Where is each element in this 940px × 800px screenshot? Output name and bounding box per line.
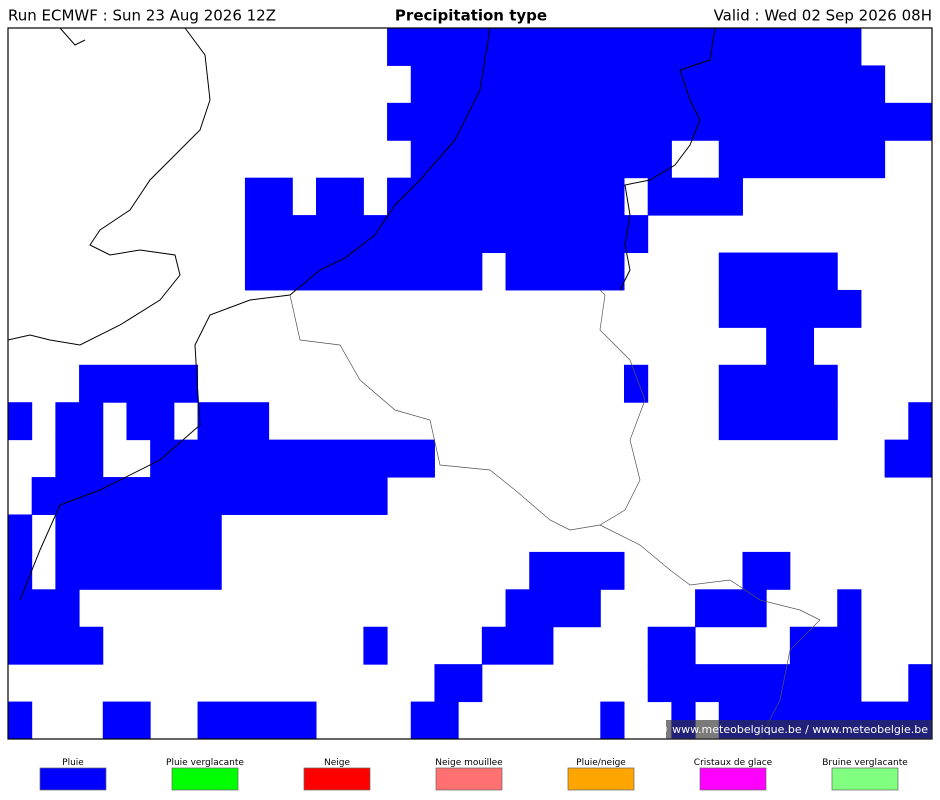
precip-cells <box>8 28 933 740</box>
precip-cell <box>244 177 293 216</box>
legend-swatch <box>303 767 371 791</box>
coastlines <box>7 27 821 740</box>
precip-cell <box>481 626 554 665</box>
legend-label: Pluie verglacante <box>166 758 244 768</box>
title: Precipitation type <box>395 7 547 25</box>
precip-cell <box>79 364 199 403</box>
valid-label: Valid : Wed 02 Sep 2026 08H <box>714 7 932 25</box>
legend-label: Neige mouillee <box>435 758 503 768</box>
legend-label: Pluie/neige <box>576 758 626 768</box>
precip-cell <box>600 701 625 740</box>
precip-cell <box>718 402 838 441</box>
precip-cell <box>410 65 886 104</box>
precip-cell <box>55 551 222 590</box>
precip-cell <box>316 177 364 216</box>
precip-cell <box>837 589 862 628</box>
legend-label: Pluie <box>62 758 84 768</box>
legend-label: Neige <box>324 758 350 768</box>
precip-cell <box>434 664 483 703</box>
precip-cell <box>647 626 696 665</box>
precip-cell <box>31 477 388 515</box>
legend-swatch <box>567 767 635 791</box>
precip-cell <box>244 252 483 291</box>
precip-cell <box>410 140 672 179</box>
watermark-bg <box>666 720 932 739</box>
watermark: © www.meteobelgique.be / www.meteobelgie… <box>658 723 929 736</box>
precip-cell <box>387 102 933 141</box>
legend-label: Bruine verglacante <box>822 758 908 768</box>
precip-cell <box>55 514 222 553</box>
precip-cell <box>718 289 862 328</box>
precip-cell <box>8 626 104 665</box>
map-frame <box>7 27 933 740</box>
precip-cell <box>197 402 270 441</box>
coast-continent <box>19 27 491 601</box>
precip-cell <box>647 664 862 703</box>
legend-swatch <box>435 767 503 791</box>
precip-cell <box>410 701 459 740</box>
precip-cell <box>884 439 933 478</box>
precip-cell <box>8 589 80 628</box>
precip-cell <box>647 177 743 216</box>
precip-cell <box>718 140 886 179</box>
precip-cell <box>387 177 625 216</box>
precip-cell <box>8 402 33 441</box>
precip-cell <box>766 327 815 366</box>
precip-cell <box>363 626 388 665</box>
precip-cell <box>908 402 933 441</box>
precip-cell <box>695 589 767 628</box>
precip-cell <box>529 551 625 590</box>
precip-cell <box>624 364 649 403</box>
legend-swatch <box>39 767 107 791</box>
precip-cell <box>789 626 862 665</box>
coast-north <box>619 27 716 291</box>
precip-cell <box>718 364 838 403</box>
precip-cell <box>244 215 649 254</box>
precip-cell <box>8 551 33 590</box>
precip-cell <box>126 402 175 441</box>
belgium-border <box>289 289 821 740</box>
precip-cell <box>718 252 838 291</box>
run-label: Run ECMWF : Sun 23 Aug 2026 12Z <box>8 7 276 25</box>
precip-cell <box>908 664 933 703</box>
precip-cell <box>8 514 33 553</box>
coast-uk <box>7 27 211 346</box>
precip-cell <box>742 551 791 590</box>
precip-cell <box>505 589 601 628</box>
legend-swatch <box>171 767 239 791</box>
precip-cell <box>150 439 435 478</box>
precip-cell <box>387 28 862 66</box>
legend: Pluie Pluie verglacante Neige Neige mouille… <box>39 758 908 791</box>
precip-cell <box>505 252 625 291</box>
precip-cell <box>55 402 104 441</box>
legend-label: Cristaux de glace <box>694 758 773 768</box>
precip-cell <box>102 701 151 740</box>
legend-swatch <box>831 767 899 791</box>
legend-swatch <box>699 767 767 791</box>
precip-cell <box>197 701 317 740</box>
precip-cell <box>55 439 104 478</box>
precip-cell <box>8 701 33 740</box>
